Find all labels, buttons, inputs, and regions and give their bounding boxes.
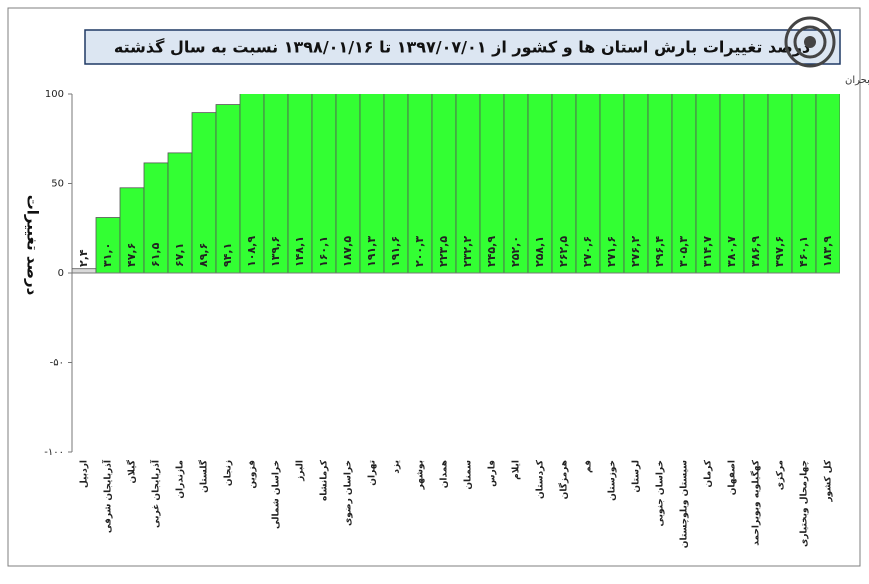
x-tick-label: ایلام bbox=[512, 460, 522, 480]
x-tick-label: آذربایجان غربی bbox=[150, 459, 162, 528]
x-tick-label: آذربایجان شرقی bbox=[102, 459, 114, 533]
x-tick-label: بوشهر bbox=[416, 460, 426, 490]
y-tick-label: -۵۰ bbox=[50, 358, 64, 369]
x-tick-label: قم bbox=[584, 460, 594, 473]
value-label: ۶۷,۱ bbox=[173, 243, 186, 267]
x-tick-label: سمنان bbox=[464, 460, 474, 490]
value-label: ۱۶۰,۱ bbox=[317, 236, 330, 267]
x-tick-label: اردبیل bbox=[80, 460, 90, 488]
x-tick-label: مازندران bbox=[176, 460, 186, 499]
value-label: ۲۵۲,۰ bbox=[509, 236, 522, 267]
x-tick-label: چهارمحال وبختیاری bbox=[800, 460, 810, 547]
x-tick-label: فارس bbox=[488, 460, 498, 487]
y-axis-label: درصد تغییرات bbox=[24, 195, 42, 296]
plot-area bbox=[72, 94, 840, 274]
bar bbox=[527, 94, 553, 274]
value-label: ۱۴۸,۱ bbox=[293, 236, 306, 267]
x-tick-label: کرمان bbox=[704, 459, 714, 487]
value-label: ۴۷,۶ bbox=[125, 243, 138, 267]
bar bbox=[239, 94, 265, 274]
value-label: ۳۱۴,۷ bbox=[701, 236, 714, 267]
x-tick-label: خراسان شمالی bbox=[272, 460, 282, 529]
x-tick-label: خراسان رضوی bbox=[344, 460, 354, 526]
value-label: ۱۸۷,۵ bbox=[341, 236, 354, 267]
y-tick-label: 100 bbox=[45, 89, 64, 100]
x-tick-label: خوزستان bbox=[608, 460, 618, 501]
value-label: ۳۰۵,۳ bbox=[677, 236, 690, 267]
chart-title: درصد تغییرات بارش استان ها و کشور از ۱۳۹… bbox=[114, 38, 810, 57]
value-label: ۲۷۶,۲ bbox=[629, 236, 642, 267]
bar bbox=[287, 94, 313, 274]
x-tick-label: یزد bbox=[392, 460, 402, 474]
x-tick-label: کردستان bbox=[536, 459, 546, 499]
value-label: ۹۴,۱ bbox=[221, 243, 234, 267]
x-tick-label: خراسان جنوبی bbox=[656, 460, 666, 527]
value-label: ۴۶۰,۱ bbox=[797, 236, 810, 267]
y-tick-label: -۱۰۰ bbox=[44, 447, 64, 458]
value-label: ۲۵۸,۱ bbox=[533, 236, 546, 267]
bar bbox=[719, 94, 745, 274]
logo bbox=[784, 16, 836, 68]
value-label: ۱۹۱,۶ bbox=[389, 236, 402, 267]
x-tick-label: تهران bbox=[368, 460, 378, 486]
value-label: ۱۸۳,۹ bbox=[821, 236, 834, 267]
x-tick-label: زنجان bbox=[224, 460, 234, 486]
value-label: ۲۲۳,۵ bbox=[437, 236, 450, 267]
x-tick-label: همدان bbox=[440, 460, 450, 488]
x-tick-label: کرمانشاه bbox=[320, 459, 330, 501]
x-tick-label: کهگیلویه وبویراحمد bbox=[750, 459, 762, 546]
value-label: ۲,۴ bbox=[77, 249, 90, 267]
value-label: ۶۱,۵ bbox=[149, 242, 162, 267]
value-label: ۱۹۱,۳ bbox=[365, 236, 378, 267]
x-tick-label: لرستان bbox=[632, 460, 642, 493]
x-tick-label: گلستان bbox=[198, 459, 210, 493]
x-tick-label: سیستان وبلوچستان bbox=[680, 460, 690, 548]
bar bbox=[191, 112, 217, 274]
value-label: ۲۷۰,۶ bbox=[581, 236, 594, 267]
x-tick-label: اصفهان bbox=[728, 460, 738, 495]
value-label: ۲۹۶,۴ bbox=[653, 236, 666, 267]
bar bbox=[335, 94, 361, 274]
bar bbox=[72, 268, 97, 274]
value-label: ۲۷۱,۶ bbox=[605, 236, 618, 267]
value-label: ۲۰۰,۳ bbox=[413, 236, 426, 267]
y-tick-label: 50 bbox=[51, 179, 64, 190]
value-label: ۱۳۹,۶ bbox=[269, 236, 282, 267]
bar bbox=[791, 94, 817, 274]
bar bbox=[407, 94, 433, 274]
bar bbox=[431, 94, 457, 274]
value-label: ۳۱,۰ bbox=[101, 243, 114, 267]
value-label: ۸۹,۶ bbox=[197, 243, 210, 267]
value-label: ۲۳۲,۲ bbox=[461, 236, 474, 267]
bar bbox=[263, 94, 289, 274]
x-tick-label: البرز bbox=[296, 460, 306, 482]
bar bbox=[383, 94, 409, 274]
value-label: ۳۸۰,۷ bbox=[725, 236, 738, 267]
bar bbox=[215, 104, 241, 274]
value-label: ۲۴۵,۹ bbox=[485, 236, 498, 267]
value-label: ۳۹۷,۶ bbox=[773, 236, 786, 267]
x-tick-label: گیلان bbox=[126, 459, 138, 483]
bar bbox=[167, 152, 193, 274]
x-tick-label: کل کشور bbox=[824, 459, 834, 502]
subtitle: مرکز ملی خشکسالی و مدیریت بحران bbox=[845, 75, 869, 86]
bar bbox=[311, 94, 337, 274]
title-box bbox=[84, 29, 841, 65]
value-label: ۲۶۲,۵ bbox=[557, 236, 570, 267]
value-label: ۱۰۸,۹ bbox=[245, 236, 258, 267]
x-tick-label: قزوین bbox=[248, 460, 258, 489]
value-label: ۳۸۶,۹ bbox=[749, 236, 762, 267]
y-tick-label: 0 bbox=[58, 268, 64, 279]
x-tick-label: هرمزگان bbox=[558, 460, 570, 499]
x-tick-label: مرکزی bbox=[776, 460, 786, 490]
